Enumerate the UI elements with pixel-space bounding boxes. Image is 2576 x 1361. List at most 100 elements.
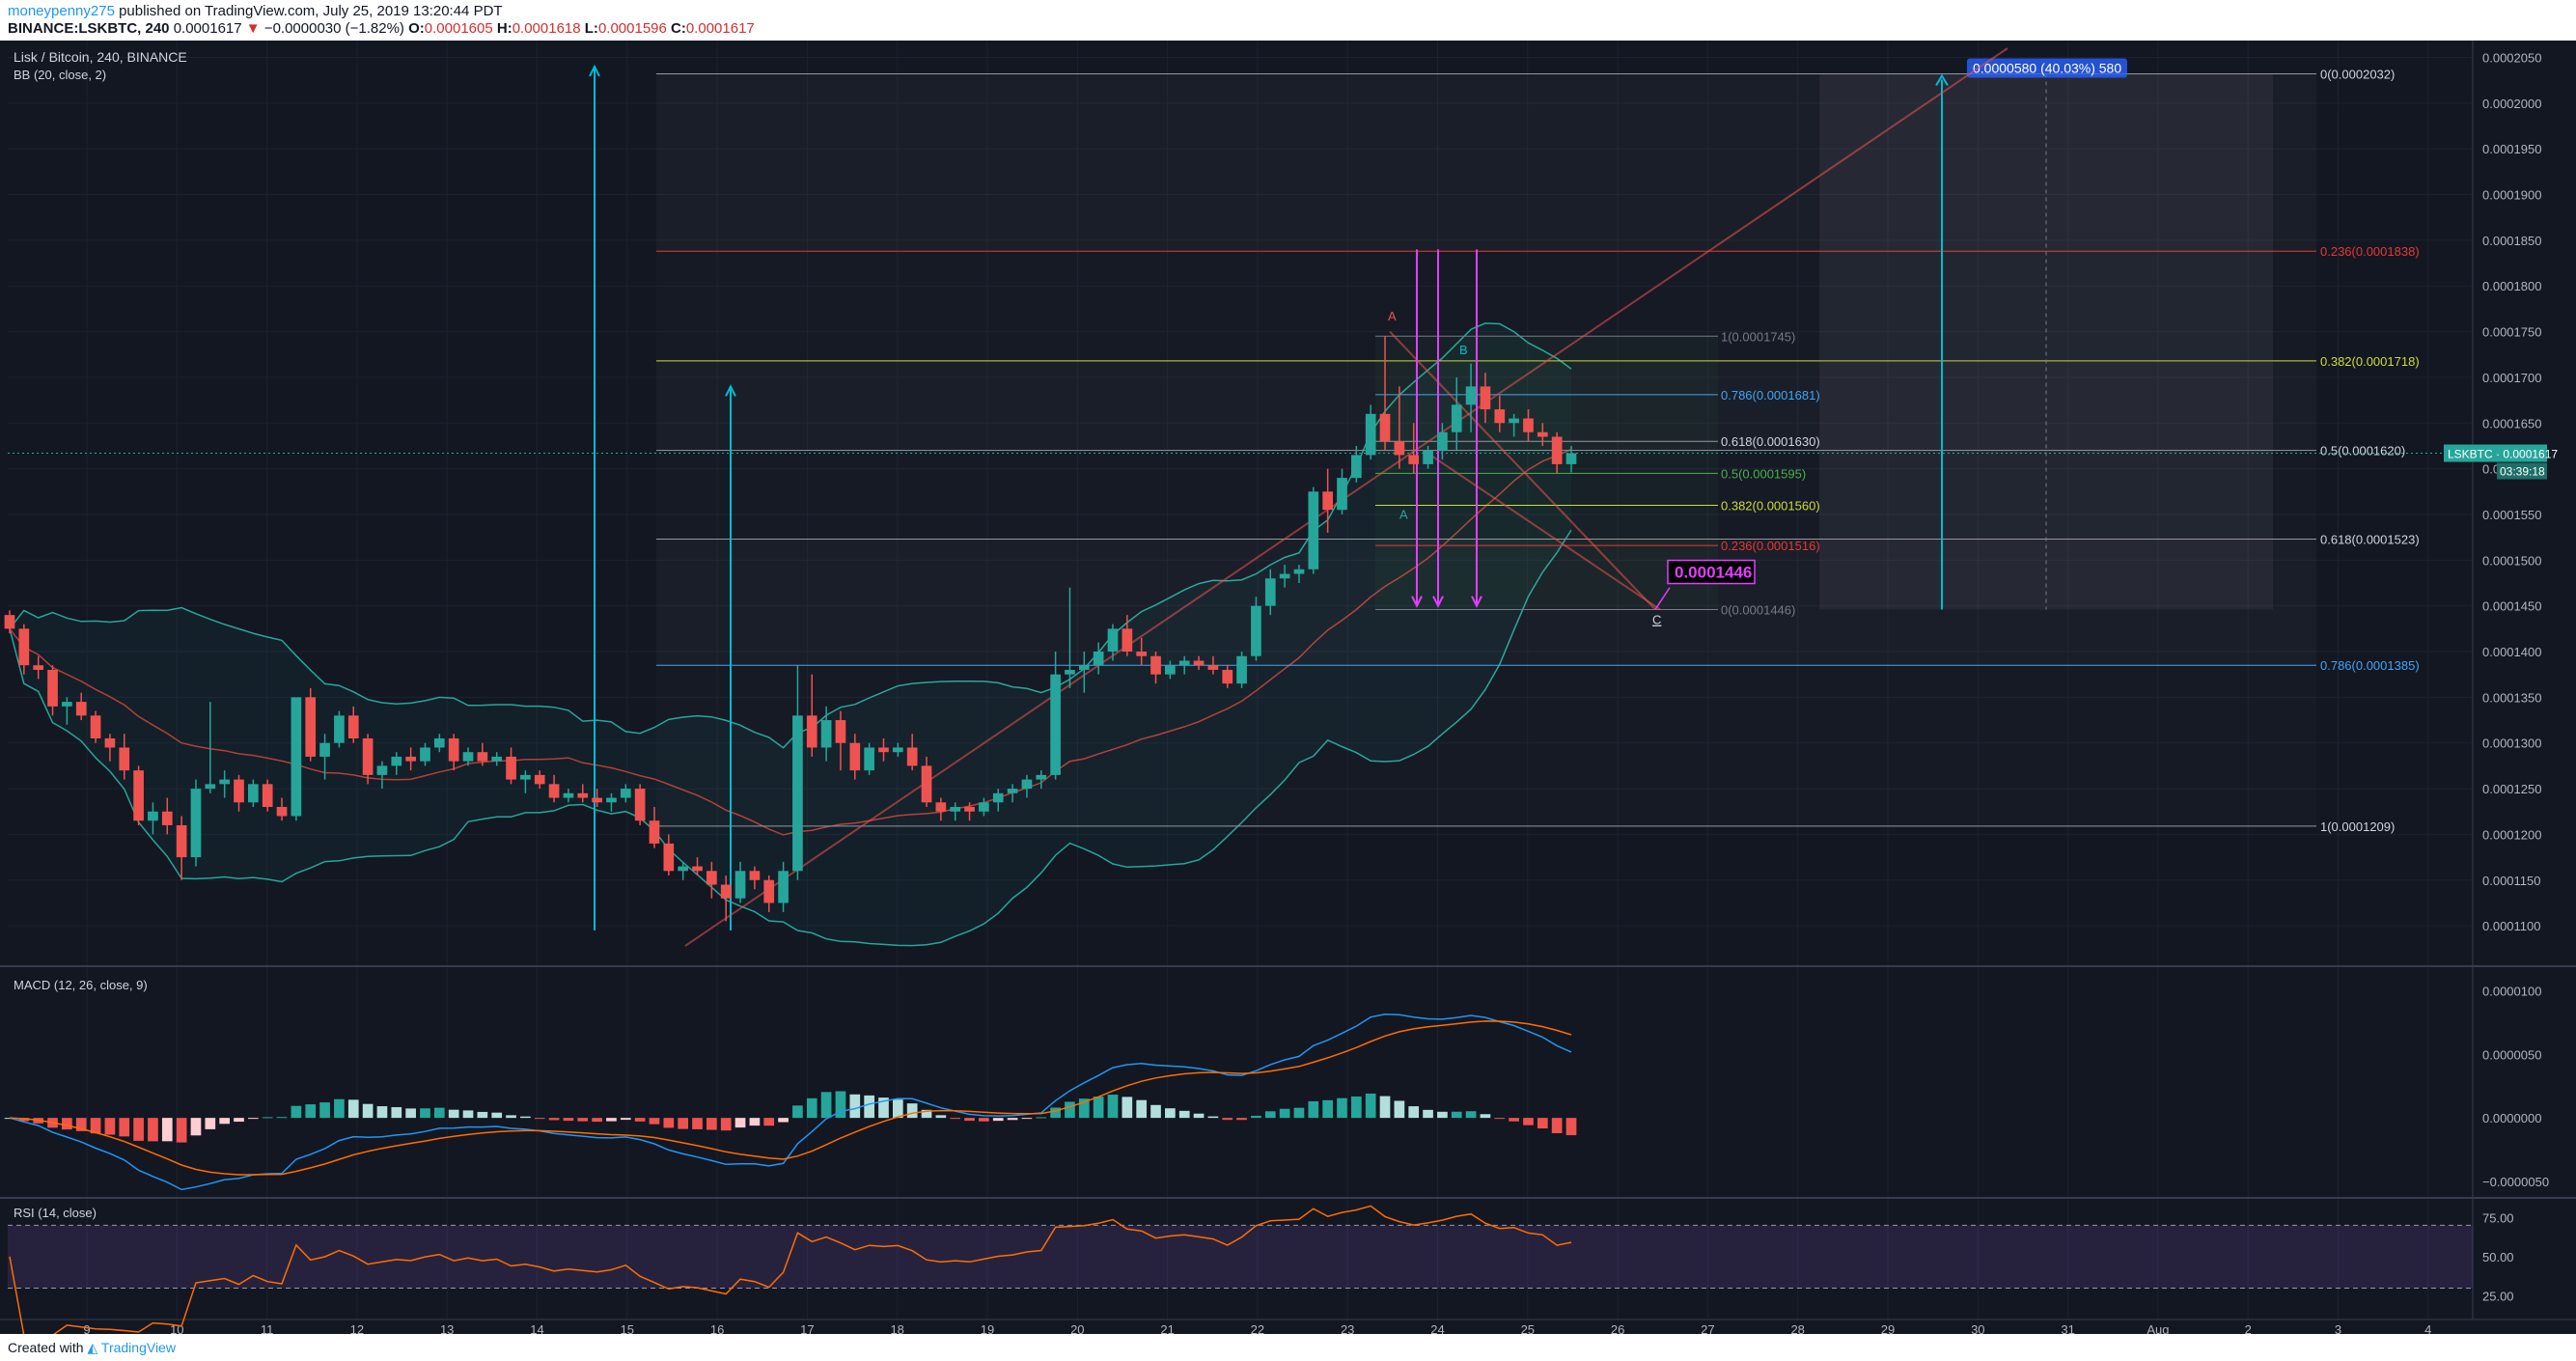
- macd-y-tick: −0.0000050: [2482, 1175, 2549, 1189]
- candle: [563, 792, 574, 798]
- macd-histogram-bar: [405, 1108, 416, 1119]
- candle: [506, 756, 516, 780]
- candle: [1122, 628, 1133, 653]
- candle: [849, 742, 861, 771]
- candle: [1408, 455, 1420, 464]
- candle: [62, 702, 72, 707]
- x-tick-label: 15: [621, 1322, 634, 1334]
- candle: [161, 811, 173, 825]
- candle: [104, 737, 116, 748]
- x-tick-label: 26: [1611, 1322, 1624, 1334]
- fib-zone: [656, 665, 2316, 826]
- candle: [205, 784, 216, 790]
- publish-header: moneypenny275 published on TradingView.c…: [0, 0, 2576, 41]
- macd-histogram-bar: [234, 1118, 244, 1123]
- candle: [734, 871, 746, 899]
- up-arrow-icon: [589, 64, 600, 77]
- macd-histogram-bar: [1193, 1113, 1205, 1119]
- macd-histogram-bar: [634, 1118, 646, 1122]
- candle: [1093, 652, 1104, 666]
- candle: [1107, 628, 1119, 653]
- author-link[interactable]: moneypenny275: [8, 3, 115, 19]
- macd-histogram-bar: [1322, 1099, 1333, 1119]
- candle: [1337, 478, 1347, 511]
- candle: [1236, 655, 1247, 684]
- x-tick-label: 22: [1251, 1322, 1264, 1334]
- macd-histogram-bar: [1036, 1117, 1047, 1119]
- macd-histogram-bar: [520, 1116, 531, 1119]
- down-arrow-icon: [1432, 596, 1444, 608]
- open-value: 0.0001605: [424, 20, 493, 37]
- candle: [706, 871, 717, 885]
- fib-right-label: 1(0.0001209): [2320, 819, 2395, 834]
- macd-histogram-bar: [749, 1118, 761, 1126]
- x-tick-label: 12: [350, 1322, 364, 1334]
- close-label: C:: [671, 20, 686, 37]
- macd-histogram-bar: [778, 1118, 789, 1123]
- candle: [534, 774, 545, 785]
- price-tag: LSKBTC · 0.0001617: [2448, 448, 2558, 461]
- candle: [1350, 455, 1362, 479]
- macd-histogram-bar: [1423, 1109, 1433, 1119]
- bb-lower-line: [9, 529, 1572, 947]
- candle: [1279, 573, 1290, 579]
- rsi-line: [9, 1205, 1572, 1337]
- candle: [234, 779, 244, 803]
- y-tick-label: 0.0001200: [2482, 827, 2541, 842]
- macd-histogram-bar: [1551, 1118, 1563, 1133]
- y-tick-label: 0.0001550: [2482, 508, 2541, 522]
- macd-histogram-bar: [262, 1117, 273, 1119]
- macd-histogram-bar: [477, 1111, 488, 1119]
- macd-histogram-bar: [176, 1118, 187, 1143]
- candle: [1036, 774, 1047, 780]
- ticker: BINANCE:LSKBTC, 240: [8, 20, 170, 37]
- rsi-y-tick: 25.00: [2482, 1290, 2514, 1304]
- macd-histogram-bar: [276, 1117, 288, 1119]
- fib-zone: [1375, 336, 1718, 395]
- macd-label: MACD (12, 26, close, 9): [14, 978, 148, 992]
- macd-histogram-bar: [1050, 1107, 1061, 1119]
- macd-histogram-bar: [190, 1118, 202, 1136]
- y-tick-label: 0.0001800: [2482, 279, 2541, 293]
- fib-left-label: 0.786(0.0001681): [1721, 388, 1820, 403]
- macd-histogram-bar: [248, 1118, 259, 1120]
- macd-histogram-bar: [1165, 1108, 1176, 1119]
- macd-histogram-bar: [1365, 1093, 1376, 1119]
- candle: [248, 784, 259, 803]
- candle: [1193, 660, 1205, 666]
- candle: [992, 792, 1004, 803]
- candle: [148, 811, 158, 821]
- candle: [1178, 660, 1190, 666]
- macd-histogram-bar: [663, 1118, 675, 1128]
- macd-histogram-bar: [1379, 1096, 1391, 1119]
- candle: [749, 871, 761, 880]
- y-tick-label: 0.0002050: [2482, 50, 2541, 65]
- macd-histogram-bar: [347, 1099, 359, 1119]
- tradingview-brand[interactable]: TradingView: [100, 1340, 176, 1355]
- countdown: 03:39:18: [2500, 465, 2545, 479]
- macd-histogram-bar: [1264, 1111, 1276, 1119]
- macd-histogram-bar: [1236, 1118, 1247, 1121]
- candle: [347, 715, 359, 738]
- y-tick-label: 0.0001350: [2482, 690, 2541, 705]
- projection-box: [1819, 73, 2273, 610]
- chart-area[interactable]: 0(0.0002032) 0.236(0.0001838) 0.382(0.0001…: [0, 41, 2576, 1337]
- macd-histogram-bar: [649, 1118, 660, 1125]
- macd-histogram-bar: [219, 1118, 231, 1125]
- candle: [405, 756, 416, 762]
- macd-histogram-bar: [362, 1103, 374, 1119]
- price-change: −0.0000030 (−1.82%): [263, 20, 404, 37]
- candle: [1537, 431, 1548, 437]
- candle: [1365, 413, 1376, 456]
- candle: [1293, 569, 1305, 574]
- fib-left-label: 0.382(0.0001560): [1721, 499, 1820, 514]
- chart-title: Lisk / Bitcoin, 240, BINANCE: [14, 49, 187, 65]
- y-tick-label: 0.0001150: [2482, 874, 2541, 888]
- fib-right-label: 0.5(0.0001620): [2320, 444, 2405, 458]
- candle: [1423, 450, 1433, 464]
- chart-svg[interactable]: 0(0.0002032) 0.236(0.0001838) 0.382(0.0001…: [0, 41, 2576, 1337]
- candle: [1207, 665, 1219, 670]
- macd-histogram-bar: [892, 1099, 903, 1119]
- up-arrow-icon: [1935, 73, 1949, 87]
- macd-histogram-bar: [1480, 1114, 1491, 1119]
